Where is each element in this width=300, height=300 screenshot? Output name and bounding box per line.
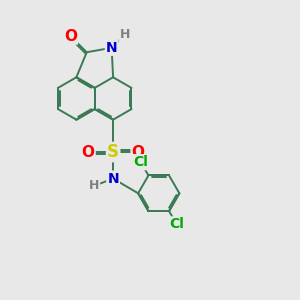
Text: N: N: [107, 172, 119, 186]
Text: O: O: [132, 145, 145, 160]
Text: O: O: [64, 28, 77, 44]
Text: Cl: Cl: [133, 155, 148, 169]
Text: Cl: Cl: [169, 218, 184, 231]
Text: N: N: [106, 41, 117, 55]
Text: H: H: [89, 179, 99, 192]
Text: S: S: [107, 143, 119, 161]
Text: H: H: [120, 28, 130, 41]
Text: O: O: [82, 145, 94, 160]
